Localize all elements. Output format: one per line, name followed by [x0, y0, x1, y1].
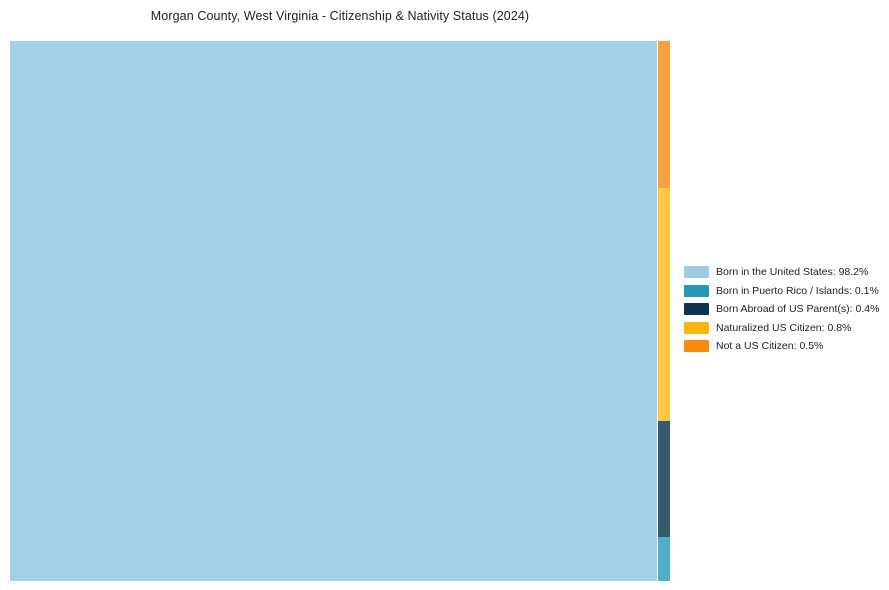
treemap-cell-born-abroad[interactable] [658, 421, 670, 537]
legend-label: Born in the United States: 98.2% [716, 266, 869, 278]
treemap-plot [10, 41, 670, 581]
legend-item-4[interactable]: Not a US Citizen: 0.5% [684, 340, 879, 352]
treemap-cell-puerto-rico[interactable] [658, 537, 670, 581]
legend-swatch [684, 340, 709, 352]
legend-label: Not a US Citizen: 0.5% [716, 340, 824, 352]
legend-swatch [684, 321, 709, 334]
chart-title: Morgan County, West Virginia - Citizensh… [150, 9, 530, 23]
treemap-cell-not-us-citizen[interactable] [658, 41, 670, 188]
legend-swatch [684, 266, 709, 278]
legend-item-0[interactable]: Born in the United States: 98.2% [684, 266, 879, 278]
legend-swatch [684, 303, 709, 315]
legend-label: Born Abroad of US Parent(s): 0.4% [716, 303, 880, 315]
treemap-cell-naturalized[interactable] [658, 188, 670, 421]
legend: Born in the United States: 98.2% Born in … [684, 266, 879, 359]
legend-label: Born in Puerto Rico / Islands: 0.1% [716, 284, 879, 297]
legend-swatch [684, 284, 709, 297]
legend-item-3[interactable]: Naturalized US Citizen: 0.8% [684, 321, 879, 334]
legend-item-2[interactable]: Born Abroad of US Parent(s): 0.4% [684, 303, 879, 315]
treemap-cell-born-in-us[interactable] [10, 41, 657, 581]
legend-item-1[interactable]: Born in Puerto Rico / Islands: 0.1% [684, 284, 879, 297]
legend-label: Naturalized US Citizen: 0.8% [716, 321, 852, 334]
